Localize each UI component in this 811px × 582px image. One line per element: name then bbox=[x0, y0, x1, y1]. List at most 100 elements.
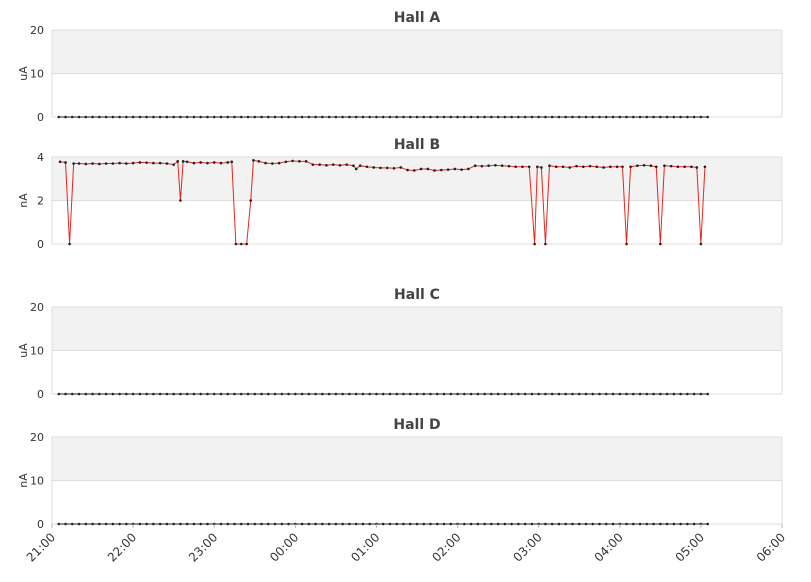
point bbox=[70, 522, 74, 526]
point bbox=[695, 166, 699, 169]
point bbox=[321, 392, 324, 396]
point bbox=[483, 522, 486, 526]
point bbox=[429, 392, 432, 396]
point bbox=[429, 522, 432, 526]
point bbox=[577, 522, 581, 526]
point bbox=[327, 522, 331, 526]
point bbox=[226, 392, 230, 396]
point bbox=[298, 160, 301, 163]
point bbox=[703, 165, 707, 169]
point bbox=[131, 115, 135, 119]
point bbox=[284, 160, 288, 164]
point bbox=[564, 115, 568, 119]
point bbox=[609, 165, 612, 169]
point bbox=[84, 115, 88, 119]
point bbox=[683, 165, 686, 169]
point bbox=[84, 522, 88, 526]
point bbox=[72, 162, 75, 165]
x-tick-label: 21:00 bbox=[24, 530, 58, 564]
point bbox=[665, 392, 669, 396]
point bbox=[692, 522, 696, 526]
point bbox=[307, 115, 311, 119]
point bbox=[665, 522, 669, 526]
point bbox=[91, 115, 94, 119]
x-tick-label: 22:00 bbox=[105, 530, 139, 564]
point bbox=[463, 522, 466, 526]
point bbox=[64, 522, 67, 526]
point bbox=[395, 115, 399, 119]
point bbox=[165, 392, 169, 396]
point bbox=[145, 161, 148, 164]
point bbox=[199, 392, 203, 396]
point bbox=[598, 522, 601, 526]
point bbox=[68, 242, 71, 246]
point bbox=[395, 392, 399, 396]
point bbox=[354, 115, 358, 119]
point bbox=[408, 392, 412, 396]
point bbox=[503, 392, 507, 396]
point bbox=[212, 115, 216, 119]
point bbox=[252, 158, 255, 162]
point bbox=[77, 115, 81, 119]
point bbox=[273, 115, 277, 119]
point bbox=[631, 115, 635, 119]
point bbox=[219, 522, 223, 526]
point bbox=[435, 392, 439, 396]
point bbox=[199, 161, 203, 164]
band bbox=[52, 437, 782, 481]
point bbox=[510, 115, 513, 119]
y-tick-label: 0 bbox=[37, 518, 44, 531]
point bbox=[500, 164, 504, 167]
point bbox=[280, 115, 284, 119]
point bbox=[449, 392, 453, 396]
point bbox=[625, 115, 628, 119]
y-tick-label: 4 bbox=[37, 151, 44, 164]
point bbox=[185, 522, 189, 526]
point bbox=[636, 164, 639, 167]
point bbox=[138, 522, 142, 526]
point bbox=[331, 163, 335, 166]
point bbox=[476, 115, 480, 119]
point bbox=[415, 522, 419, 526]
point bbox=[706, 115, 709, 119]
point bbox=[334, 522, 338, 526]
point bbox=[98, 522, 101, 526]
point bbox=[392, 167, 396, 170]
point bbox=[456, 392, 459, 396]
point bbox=[435, 522, 439, 526]
point bbox=[557, 115, 561, 119]
point bbox=[91, 392, 94, 396]
y-tick-label: 10 bbox=[30, 68, 44, 81]
point bbox=[172, 163, 175, 166]
point bbox=[453, 167, 457, 171]
point bbox=[564, 522, 568, 526]
point bbox=[571, 522, 574, 526]
point bbox=[165, 115, 169, 119]
point bbox=[550, 115, 554, 119]
point bbox=[104, 162, 108, 165]
point bbox=[449, 522, 453, 526]
point bbox=[260, 522, 263, 526]
point bbox=[611, 392, 615, 396]
point bbox=[245, 242, 248, 246]
point bbox=[692, 392, 696, 396]
point bbox=[419, 167, 423, 171]
point bbox=[181, 160, 185, 163]
point bbox=[104, 115, 108, 119]
point bbox=[206, 115, 209, 119]
point bbox=[219, 115, 223, 119]
point bbox=[185, 160, 189, 164]
point bbox=[365, 165, 369, 169]
point bbox=[179, 392, 182, 396]
point bbox=[253, 522, 257, 526]
point bbox=[111, 522, 115, 526]
point bbox=[395, 522, 399, 526]
point bbox=[422, 392, 426, 396]
point bbox=[476, 392, 480, 396]
point bbox=[294, 392, 297, 396]
point bbox=[467, 167, 470, 171]
point bbox=[379, 166, 382, 170]
point bbox=[199, 115, 203, 119]
point bbox=[152, 115, 155, 119]
point bbox=[645, 115, 649, 119]
